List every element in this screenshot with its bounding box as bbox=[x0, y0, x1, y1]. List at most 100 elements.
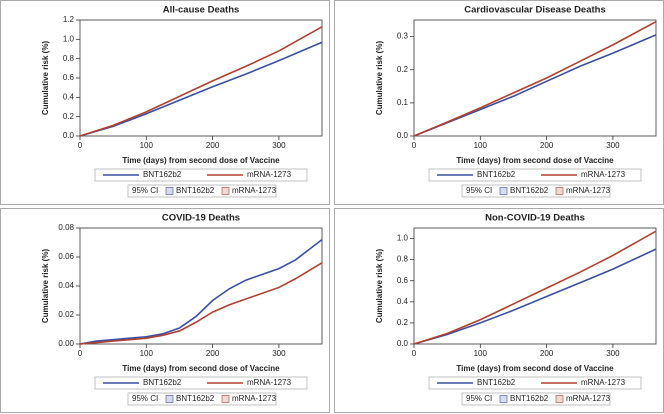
x-tick-label: 0 bbox=[412, 349, 417, 358]
x-tick-label: 0 bbox=[78, 349, 83, 358]
legend-label: BNT162b2 bbox=[143, 378, 182, 387]
y-axis-label: Cumulative risk (%) bbox=[41, 41, 50, 116]
x-tick-label: 200 bbox=[540, 141, 554, 150]
y-tick-label: 0.4 bbox=[63, 92, 75, 101]
legend-box bbox=[127, 184, 277, 198]
legend-box bbox=[428, 168, 642, 182]
panel-border bbox=[0, 0, 330, 205]
legend-label: mRNA-1273 bbox=[566, 394, 611, 403]
x-axis-label: Time (days) from second dose of Vaccine bbox=[456, 156, 614, 165]
legend-label: BNT162b2 bbox=[176, 394, 215, 403]
legend-label: mRNA-1273 bbox=[232, 394, 277, 403]
legend-label: BNT162b2 bbox=[510, 186, 549, 195]
x-tick-label: 100 bbox=[474, 349, 488, 358]
y-tick-label: 0.8 bbox=[63, 54, 75, 63]
y-tick-label: 0.02 bbox=[58, 310, 74, 319]
x-axis-label: Time (days) from second dose of Vaccine bbox=[122, 364, 280, 373]
legend-label: BNT162b2 bbox=[510, 394, 549, 403]
y-tick-label: 0.04 bbox=[58, 281, 74, 290]
legend-ci-swatch bbox=[221, 395, 230, 403]
legend-label: mRNA-1273 bbox=[247, 378, 292, 387]
x-tick-label: 100 bbox=[140, 141, 154, 150]
y-tick-label: 1.0 bbox=[63, 34, 75, 43]
legend-ci-swatch bbox=[555, 187, 564, 195]
panel-border bbox=[0, 208, 330, 413]
legend-box bbox=[94, 168, 308, 182]
chart-title: All-cause Deaths bbox=[163, 5, 240, 16]
y-axis-label: Cumulative risk (%) bbox=[41, 249, 50, 324]
chart-title: Cardiovascular Disease Deaths bbox=[464, 5, 606, 16]
legend-label: BNT162b2 bbox=[143, 170, 182, 179]
y-tick-label: 1.0 bbox=[397, 234, 409, 243]
plot-frame bbox=[413, 19, 657, 137]
x-tick-label: 200 bbox=[206, 141, 220, 150]
legend-box bbox=[94, 376, 308, 390]
y-axis-label: Cumulative risk (%) bbox=[375, 249, 384, 324]
data-line bbox=[79, 238, 323, 345]
legend-label: BNT162b2 bbox=[477, 378, 516, 387]
data-line bbox=[79, 41, 323, 137]
data-line bbox=[413, 248, 657, 345]
legend-label: mRNA-1273 bbox=[581, 170, 626, 179]
x-tick-label: 200 bbox=[206, 349, 220, 358]
x-tick-label: 0 bbox=[78, 141, 83, 150]
legend-ci-label: 95% CI bbox=[132, 394, 158, 403]
x-tick-label: 300 bbox=[272, 141, 286, 150]
chart-panel: Cardiovascular Disease Deaths 0.0 0.1 0.2 0.… bbox=[334, 0, 664, 205]
data-line bbox=[79, 26, 323, 137]
y-tick-label: 0.08 bbox=[58, 223, 74, 232]
legend-box bbox=[127, 392, 277, 406]
legend-ci-label: 95% CI bbox=[466, 186, 492, 195]
y-tick-label: 0.06 bbox=[58, 252, 74, 261]
legend-box bbox=[461, 184, 611, 198]
legend-ci-swatch bbox=[165, 395, 174, 403]
x-axis-label: Time (days) from second dose of Vaccine bbox=[456, 364, 614, 373]
legend-label: BNT162b2 bbox=[477, 170, 516, 179]
y-tick-label: 0.6 bbox=[397, 276, 409, 285]
legend-ci-label: 95% CI bbox=[466, 394, 492, 403]
chart-title: COVID-19 Deaths bbox=[162, 213, 240, 224]
chart-panel: Non-COVID-19 Deaths 0.0 0.2 0.4 0.6 0.8 1.0 0 10… bbox=[334, 208, 664, 413]
legend-ci-swatch bbox=[499, 395, 508, 403]
y-tick-label: 0.2 bbox=[63, 112, 75, 121]
legend-label: mRNA-1273 bbox=[232, 186, 277, 195]
chart-panel: All-cause Deaths 0.0 0.2 0.4 0.6 0.8 1.0 1.2 0 10… bbox=[0, 0, 330, 205]
x-tick-label: 300 bbox=[272, 349, 286, 358]
legend-box bbox=[461, 392, 611, 406]
legend-ci-swatch bbox=[221, 187, 230, 195]
y-tick-label: 1.2 bbox=[63, 15, 75, 24]
plot-frame bbox=[79, 19, 323, 137]
x-tick-label: 100 bbox=[140, 349, 154, 358]
y-tick-label: 0.1 bbox=[397, 98, 409, 107]
y-axis-label: Cumulative risk (%) bbox=[375, 41, 384, 116]
y-tick-label: 0.2 bbox=[397, 65, 409, 74]
chart-panel: COVID-19 Deaths 0.00 0.02 0.04 0.06 0.08 0 100 2… bbox=[0, 208, 330, 413]
legend-label: mRNA-1273 bbox=[581, 378, 626, 387]
y-tick-label: 0.4 bbox=[397, 297, 409, 306]
legend-label: mRNA-1273 bbox=[566, 186, 611, 195]
x-tick-label: 300 bbox=[606, 349, 620, 358]
plot-frame bbox=[413, 227, 657, 345]
x-tick-label: 300 bbox=[606, 141, 620, 150]
data-line bbox=[413, 230, 657, 345]
legend-label: mRNA-1273 bbox=[247, 170, 292, 179]
data-line bbox=[79, 262, 323, 345]
data-line bbox=[413, 20, 657, 137]
legend-ci-swatch bbox=[165, 187, 174, 195]
legend-ci-swatch bbox=[555, 395, 564, 403]
y-tick-label: 0.8 bbox=[397, 255, 409, 264]
x-tick-label: 100 bbox=[474, 141, 488, 150]
y-tick-label: 0.6 bbox=[63, 73, 75, 82]
legend-ci-swatch bbox=[499, 187, 508, 195]
legend-box bbox=[428, 376, 642, 390]
x-tick-label: 0 bbox=[412, 141, 417, 150]
y-tick-label: 0.0 bbox=[397, 339, 409, 348]
y-tick-label: 0.0 bbox=[63, 131, 75, 140]
legend-label: BNT162b2 bbox=[176, 186, 215, 195]
x-tick-label: 200 bbox=[540, 349, 554, 358]
y-tick-label: 0.00 bbox=[58, 339, 74, 348]
plot-frame bbox=[79, 227, 323, 345]
x-axis-label: Time (days) from second dose of Vaccine bbox=[122, 156, 280, 165]
chart-title: Non-COVID-19 Deaths bbox=[485, 213, 585, 224]
